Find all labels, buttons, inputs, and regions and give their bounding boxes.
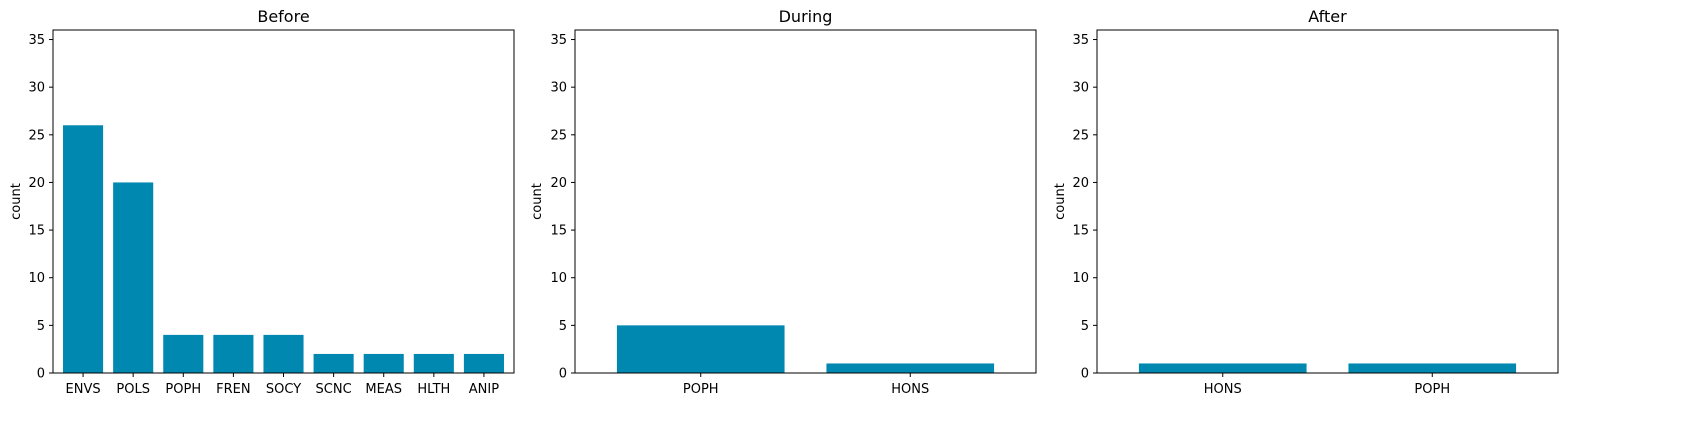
- y-tick-label: 15: [550, 224, 567, 239]
- y-tick-label: 30: [1072, 81, 1089, 96]
- bar-poph: [1348, 363, 1517, 373]
- y-axis-label: count: [530, 183, 545, 220]
- y-tick-label: 35: [28, 33, 45, 48]
- y-tick-label: 5: [559, 319, 567, 334]
- x-tick-label: POLS: [116, 382, 150, 397]
- chart-title: Before: [257, 7, 309, 26]
- y-tick-label: 30: [550, 81, 567, 96]
- x-tick-label: POPH: [165, 382, 201, 397]
- chart-panel-2: HONS POPH 0 5 10 15 20 25 30 35 After count: [1053, 7, 1559, 397]
- x-tick-label: ANIP: [469, 382, 499, 397]
- x-tick-label: POPH: [683, 382, 719, 397]
- axes-frame: [574, 29, 1037, 374]
- bar-envs: [63, 125, 104, 373]
- y-tick-label: 15: [1072, 224, 1089, 239]
- x-tick-label: MEAS: [365, 382, 402, 397]
- y-tick-label: 35: [1072, 33, 1089, 48]
- y-tick-label: 25: [28, 128, 45, 143]
- bar-scnc: [313, 353, 354, 373]
- y-axis-label: count: [1053, 183, 1068, 220]
- y-tick-label: 10: [1072, 271, 1089, 286]
- bar-socy: [263, 334, 304, 373]
- y-tick-label: 5: [1081, 319, 1089, 334]
- y-tick-label: 30: [28, 81, 45, 96]
- y-tick-label: 25: [550, 128, 567, 143]
- x-tick-label: POPH: [1414, 382, 1450, 397]
- x-tick-label: HONS: [891, 382, 929, 397]
- y-tick-label: 0: [37, 367, 45, 382]
- x-tick-label: ENVS: [66, 382, 101, 397]
- chart-panel-1: POPH HONS 0 5 10 15 20 25 30 35 During count: [530, 7, 1037, 397]
- x-tick-label: SCNC: [316, 382, 352, 397]
- x-tick-label: SOCY: [266, 382, 301, 397]
- y-tick-label: 10: [550, 271, 567, 286]
- y-tick-label: 20: [28, 176, 45, 191]
- bar-hons: [1138, 363, 1307, 373]
- y-tick-label: 20: [1072, 176, 1089, 191]
- y-tick-label: 10: [28, 271, 45, 286]
- x-tick-label: FREN: [216, 382, 250, 397]
- y-tick-label: 5: [37, 319, 45, 334]
- x-tick-label: HLTH: [417, 382, 450, 397]
- chart-title: During: [779, 7, 833, 26]
- bar-pols: [113, 182, 154, 373]
- bar-poph: [163, 334, 204, 373]
- x-tick-label: HONS: [1204, 382, 1242, 397]
- bar-hons: [826, 363, 995, 373]
- y-tick-label: 0: [1081, 367, 1089, 382]
- chart-panel-0: ENVS POLS POPH FREN SOCY SCNC MEAS HLTH ANIP 0 5 10…: [9, 7, 515, 397]
- bar-fren: [213, 334, 254, 373]
- y-tick-label: 25: [1072, 128, 1089, 143]
- bar-poph: [616, 325, 785, 373]
- y-tick-label: 15: [28, 224, 45, 239]
- y-tick-label: 0: [559, 367, 567, 382]
- bar-hlth: [413, 353, 454, 373]
- bar-anip: [463, 353, 504, 373]
- y-tick-label: 35: [550, 33, 567, 48]
- axes-frame: [52, 29, 515, 374]
- y-axis-label: count: [9, 183, 24, 220]
- chart-title: After: [1308, 7, 1347, 26]
- axes-frame: [1096, 29, 1559, 374]
- bar-meas: [363, 353, 404, 373]
- y-tick-label: 20: [550, 176, 567, 191]
